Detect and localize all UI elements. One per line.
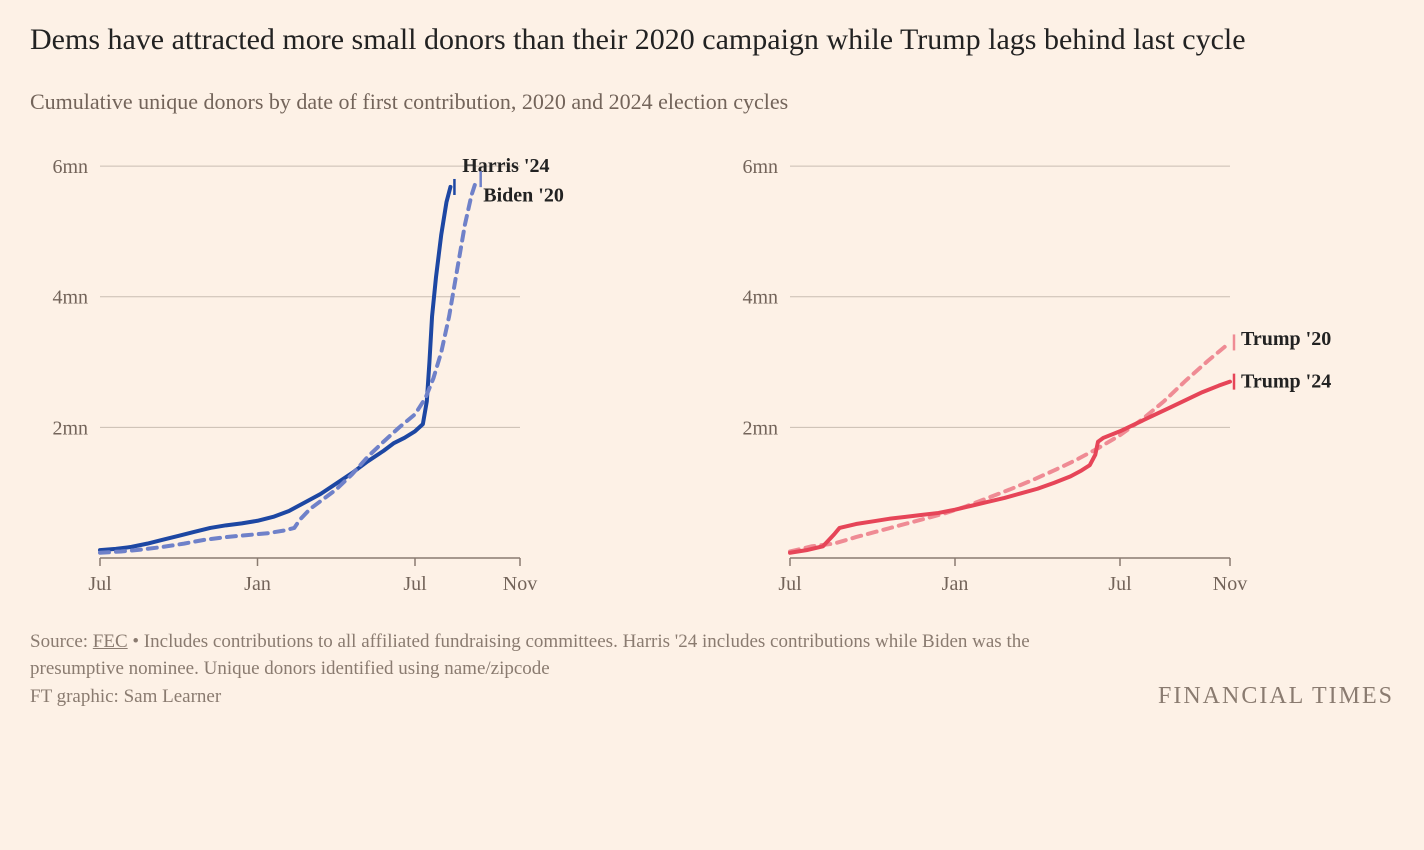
chart-subtitle: Cumulative unique donors by date of firs… — [30, 89, 1394, 115]
y-tick-label: 4mn — [742, 286, 778, 308]
x-tick-label: Jul — [403, 573, 427, 595]
y-tick-label: 2mn — [52, 417, 88, 439]
series-label: Trump '20 — [1241, 328, 1331, 350]
y-tick-label: 2mn — [742, 417, 778, 439]
x-tick-label: Jan — [942, 573, 969, 595]
series-line — [790, 342, 1230, 551]
dem-chart-panel: 2mn 4mn 6mn Jul Jan Jul Nov Harris '24 Biden '20 — [30, 133, 670, 603]
source-prefix: Source: — [30, 631, 93, 652]
series-line — [790, 381, 1230, 552]
rep-chart-svg: 2mn 4mn 6mn Jul Jan Jul Nov Trump '20 Trump '24 — [720, 133, 1360, 603]
y-tick-label: 6mn — [52, 156, 88, 178]
series-label: Biden '20 — [483, 184, 564, 206]
series-line — [100, 186, 450, 549]
source-credit: FT graphic: Sam Learner — [30, 683, 1030, 711]
x-tick-label: Jul — [88, 573, 112, 595]
charts-row: 2mn 4mn 6mn Jul Jan Jul Nov Harris '24 Biden '20… — [30, 133, 1394, 603]
series-label: Harris '24 — [462, 155, 549, 177]
chart-title: Dems have attracted more small donors th… — [30, 20, 1394, 61]
x-tick-label: Nov — [503, 573, 537, 595]
x-tick-label: Jul — [1108, 573, 1132, 595]
ft-logo: FINANCIAL TIMES — [1158, 683, 1394, 710]
rep-chart-panel: 2mn 4mn 6mn Jul Jan Jul Nov Trump '20 Trump '24 — [720, 133, 1360, 603]
source-link[interactable]: FEC — [93, 631, 128, 652]
x-tick-label: Jul — [778, 573, 802, 595]
series-line — [100, 179, 477, 553]
source-body: • Includes contributions to all affiliat… — [30, 631, 1030, 680]
y-tick-label: 6mn — [742, 156, 778, 178]
source-line: Source: FEC • Includes contributions to … — [30, 628, 1030, 683]
chart-footer: Source: FEC • Includes contributions to … — [30, 628, 1394, 711]
x-tick-label: Jan — [244, 573, 271, 595]
dem-chart-svg: 2mn 4mn 6mn Jul Jan Jul Nov Harris '24 Biden '20 — [30, 133, 670, 603]
y-tick-label: 4mn — [52, 286, 88, 308]
x-tick-label: Nov — [1213, 573, 1247, 595]
chart-container: Dems have attracted more small donors th… — [0, 0, 1424, 850]
series-label: Trump '24 — [1241, 370, 1331, 392]
source-block: Source: FEC • Includes contributions to … — [30, 628, 1030, 711]
